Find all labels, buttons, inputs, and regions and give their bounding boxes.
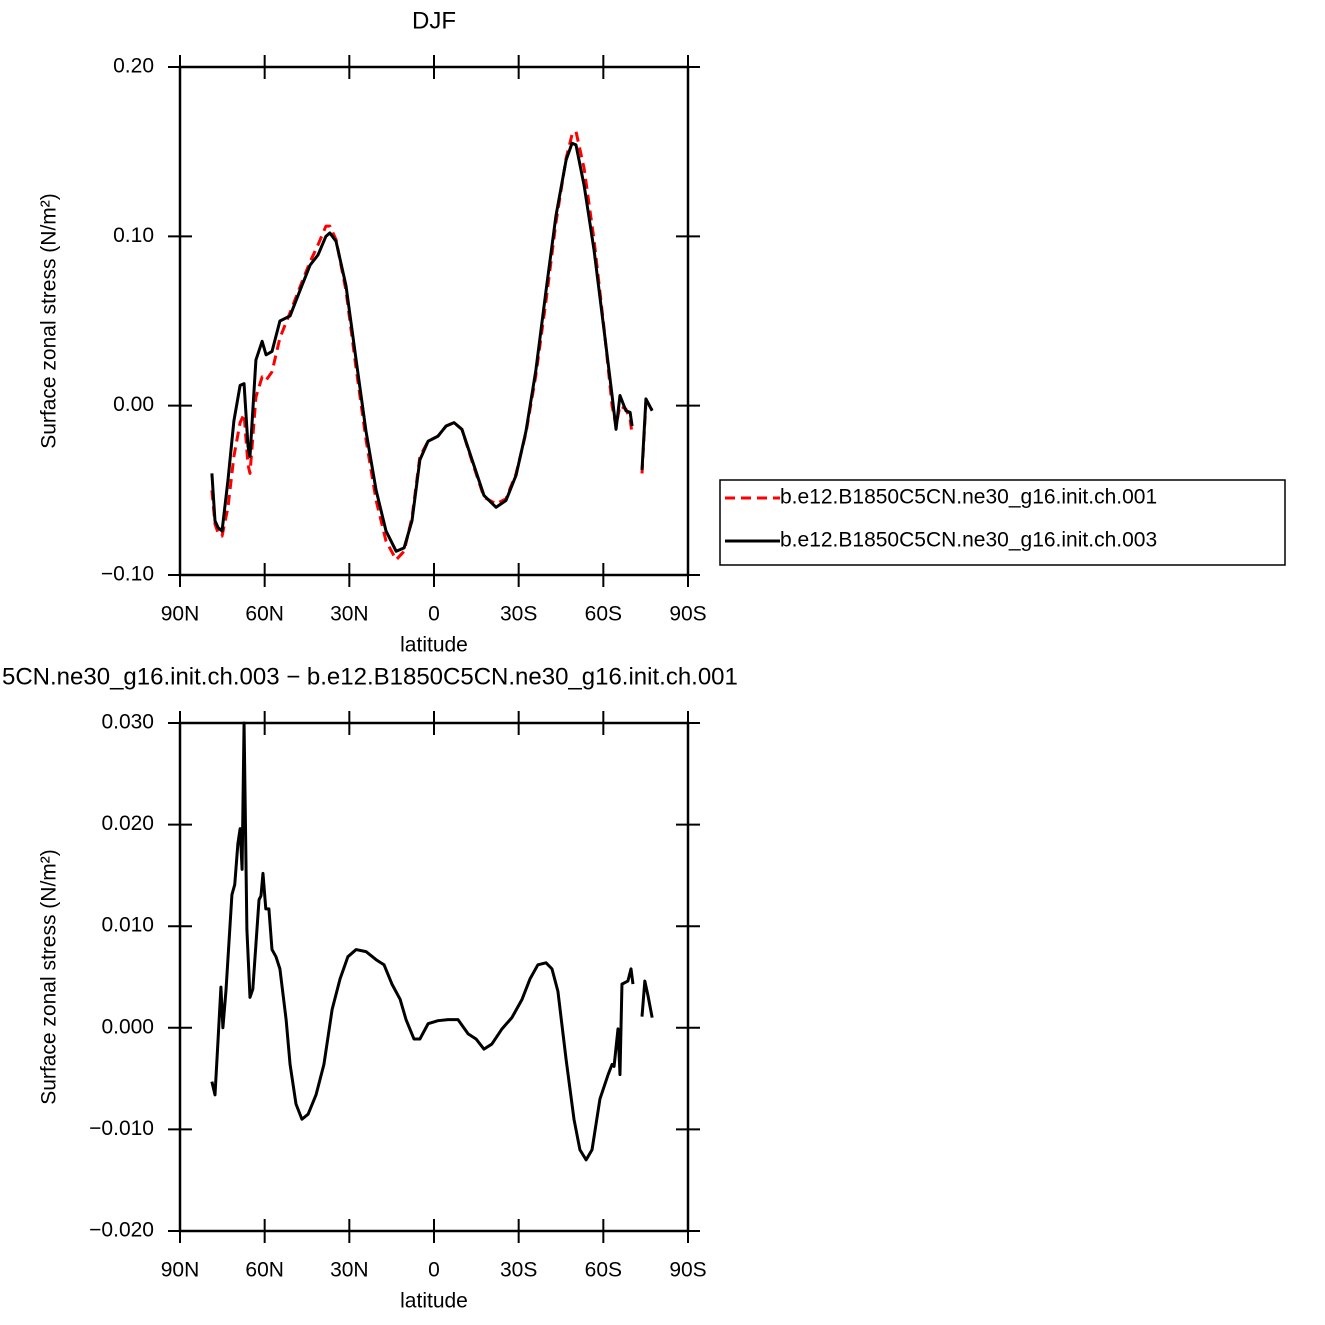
x-tick-label: 60S [585, 603, 622, 626]
plot-frame [178, 65, 690, 577]
y-tick-label: 0.010 [101, 914, 154, 937]
x-tick-label: 60N [245, 603, 284, 626]
legend-box [719, 479, 1286, 566]
x-tick-label: 30S [500, 1259, 537, 1282]
x-tick-label: 30S [500, 603, 537, 626]
data-line [210, 721, 654, 1162]
legend-label: b.e12.B1850C5CN.ne30_g16.init.ch.003 [780, 529, 1157, 552]
legend-label: b.e12.B1850C5CN.ne30_g16.init.ch.001 [780, 486, 1157, 509]
x-tick-label: 90N [161, 1259, 200, 1282]
x-tick-label: 0 [428, 603, 440, 626]
x-tick-label: 30N [330, 603, 369, 626]
x-tick-label: 60S [585, 1259, 622, 1282]
x-tick-label: 30N [330, 1259, 369, 1282]
x-axis-label: latitude [400, 1290, 468, 1313]
y-tick-label: 0.020 [101, 812, 154, 835]
data-line [210, 141, 654, 553]
y-tick-label: 0.000 [101, 1015, 154, 1038]
x-tick-label: 60N [245, 1259, 284, 1282]
x-tick-label: 90S [669, 603, 706, 626]
chart-title: 5CN.ne30_g16.init.ch.003 − b.e12.B1850C5… [2, 663, 738, 690]
y-axis-label: Surface zonal stress (N/m²) [38, 193, 61, 449]
x-tick-label: 90N [161, 603, 200, 626]
x-tick-label: 0 [428, 1259, 440, 1282]
y-tick-label: 0.10 [113, 224, 154, 247]
y-tick-label: −0.10 [101, 563, 154, 586]
plot-frame [178, 721, 690, 1233]
x-tick-label: 90S [669, 1259, 706, 1282]
y-tick-label: 0.030 [101, 711, 154, 734]
y-tick-label: −0.020 [89, 1219, 154, 1242]
y-tick-label: 0.20 [113, 55, 154, 78]
y-tick-label: −0.010 [89, 1117, 154, 1140]
x-axis-label: latitude [400, 634, 468, 657]
chart-title: DJF [412, 7, 456, 34]
y-axis-label: Surface zonal stress (N/m²) [38, 849, 61, 1105]
y-tick-label: 0.00 [113, 393, 154, 416]
